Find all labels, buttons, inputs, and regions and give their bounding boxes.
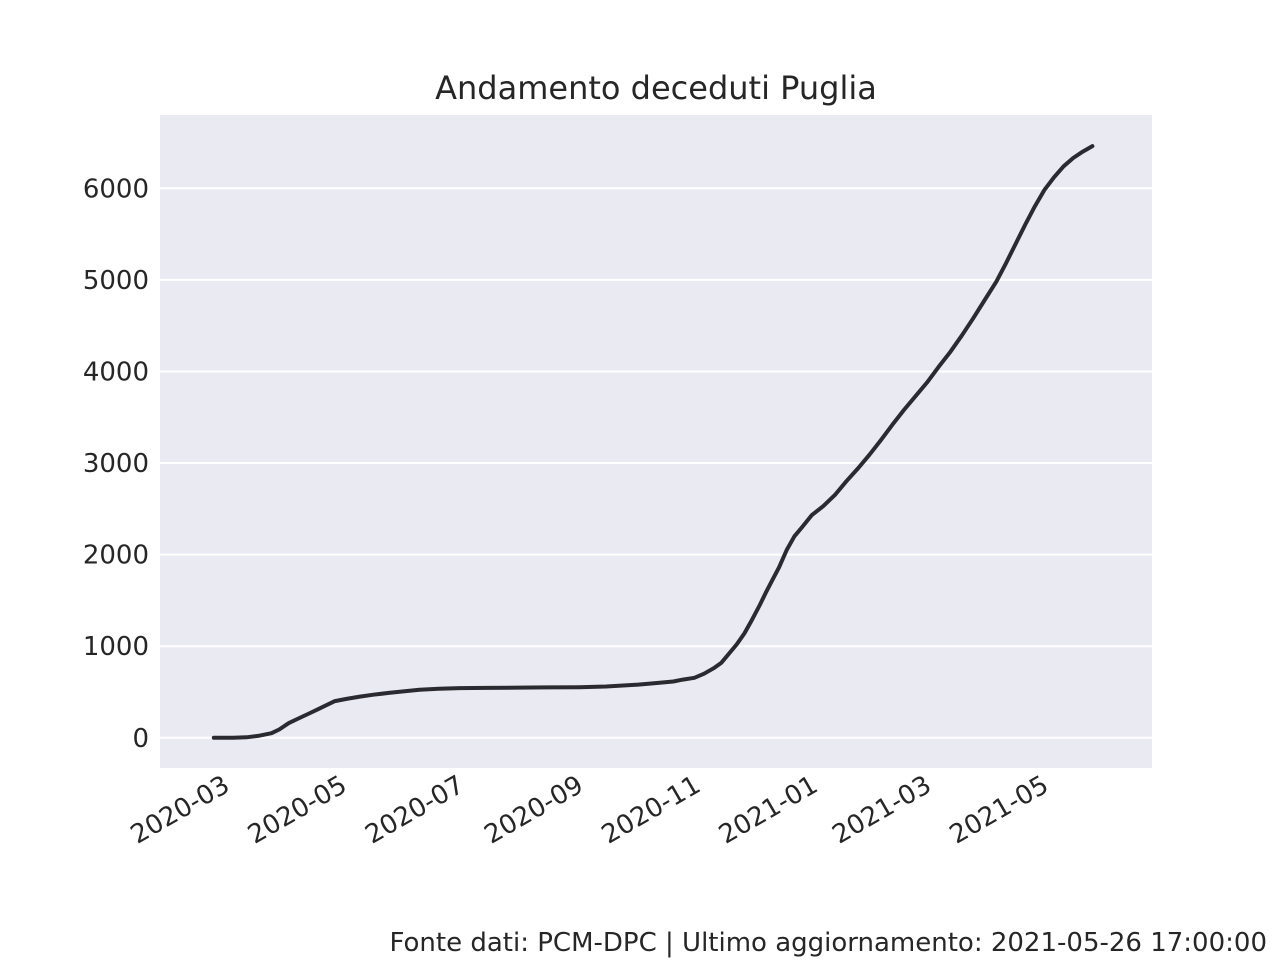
series-group: [211, 144, 1095, 740]
y-tick-labels: 0 1000 2000 3000 4000 5000 6000: [83, 174, 149, 754]
y-tick-label: 4000: [83, 357, 149, 387]
y-tick-label: 0: [132, 724, 149, 754]
y-gridlines: [160, 187, 1152, 739]
x-tick-label: 2020-05: [243, 770, 352, 850]
y-tick-label: 2000: [83, 541, 149, 571]
plot-area: [160, 115, 1152, 768]
chart-title: Andamento deceduti Puglia: [435, 69, 877, 107]
x-tick-labels: 2020-03 2020-05 2020-07 2020-09 2020-11 2021-…: [126, 770, 1054, 850]
x-tick-label: 2020-03: [126, 770, 235, 850]
y-tick-label: 5000: [83, 266, 149, 296]
x-tick-label: 2021-03: [827, 770, 936, 850]
y-tick-label: 1000: [83, 632, 149, 662]
x-tick-label: 2020-11: [597, 770, 706, 850]
y-tick-label: 3000: [83, 449, 149, 479]
source-footer: Fonte dati: PCM-DPC | Ultimo aggiornamen…: [390, 928, 1268, 958]
y-tick-label: 6000: [83, 174, 149, 204]
x-tick-label: 2021-01: [714, 770, 823, 850]
series-line-deceduti: [211, 144, 1095, 740]
x-tick-label: 2021-05: [945, 770, 1054, 850]
x-tick-label: 2020-07: [360, 770, 469, 850]
x-tick-label: 2020-09: [480, 770, 589, 850]
